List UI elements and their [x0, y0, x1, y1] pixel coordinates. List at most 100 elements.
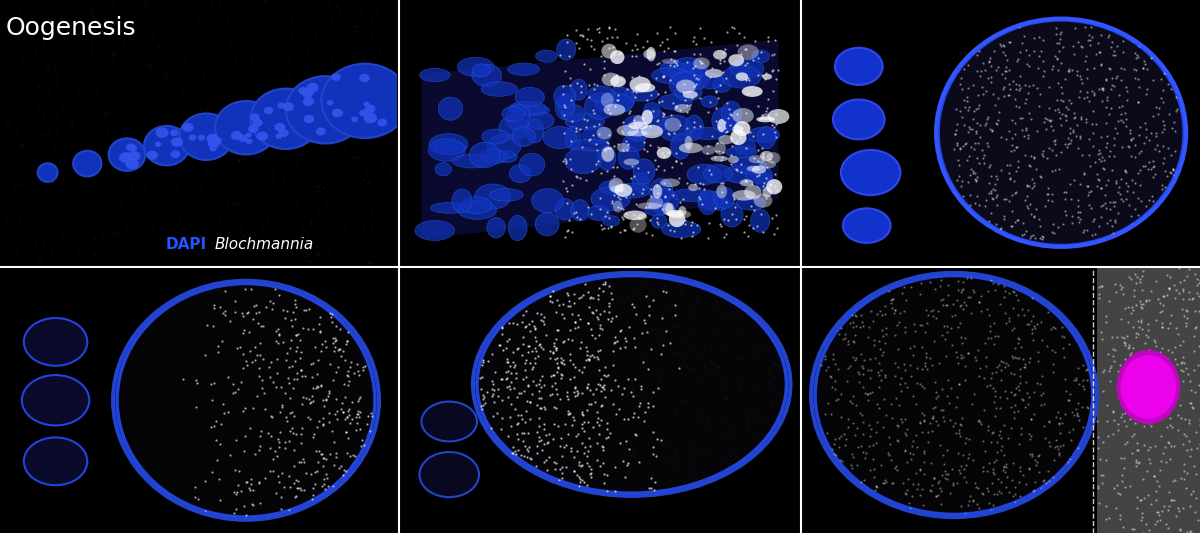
- Point: [616, 450, 635, 459]
- Point: [671, 348, 690, 356]
- Point: [1126, 411, 1145, 420]
- Point: [268, 354, 287, 363]
- Point: [667, 156, 686, 165]
- Point: [324, 482, 343, 490]
- Point: [732, 168, 751, 176]
- Point: [694, 377, 713, 385]
- Point: [574, 410, 593, 419]
- Point: [960, 171, 979, 179]
- Point: [318, 197, 337, 205]
- Point: [270, 442, 289, 451]
- Point: [588, 347, 607, 356]
- Point: [592, 169, 611, 177]
- Point: [968, 91, 988, 99]
- Point: [710, 465, 730, 474]
- Point: [755, 75, 774, 83]
- Ellipse shape: [595, 93, 634, 114]
- Point: [876, 478, 895, 487]
- Point: [949, 466, 968, 474]
- Point: [214, 399, 233, 408]
- Point: [595, 280, 614, 289]
- Point: [504, 443, 523, 451]
- Point: [678, 456, 697, 464]
- Point: [1153, 116, 1172, 125]
- Point: [1042, 190, 1061, 198]
- Point: [1171, 366, 1190, 374]
- Point: [1170, 401, 1189, 409]
- Point: [1102, 74, 1121, 83]
- Point: [1091, 455, 1110, 463]
- Point: [672, 289, 691, 298]
- Point: [114, 37, 133, 46]
- Point: [34, 39, 53, 48]
- Point: [829, 330, 848, 338]
- Point: [32, 145, 52, 154]
- Point: [1150, 382, 1169, 390]
- Point: [740, 416, 760, 425]
- Ellipse shape: [746, 166, 761, 172]
- Point: [62, 120, 82, 128]
- Point: [1015, 81, 1034, 90]
- Point: [328, 363, 347, 372]
- Point: [310, 187, 329, 195]
- Point: [594, 446, 613, 454]
- Point: [823, 354, 842, 363]
- Ellipse shape: [762, 113, 770, 120]
- Point: [326, 449, 346, 457]
- Point: [955, 362, 974, 370]
- Point: [997, 483, 1016, 491]
- Ellipse shape: [239, 135, 248, 142]
- Point: [683, 63, 702, 72]
- Point: [582, 330, 601, 339]
- Point: [1036, 434, 1055, 442]
- Point: [624, 288, 643, 296]
- Point: [320, 309, 340, 318]
- Point: [1164, 384, 1183, 392]
- Ellipse shape: [299, 87, 308, 95]
- Ellipse shape: [556, 94, 575, 120]
- Ellipse shape: [322, 64, 409, 138]
- Point: [634, 468, 653, 477]
- Point: [590, 450, 610, 458]
- Point: [608, 91, 628, 99]
- Point: [953, 451, 972, 459]
- Point: [560, 356, 580, 365]
- Point: [1116, 354, 1135, 363]
- Point: [896, 430, 916, 439]
- Point: [1052, 332, 1072, 341]
- Ellipse shape: [644, 203, 667, 216]
- Point: [1056, 207, 1075, 215]
- Ellipse shape: [742, 86, 763, 97]
- Point: [337, 448, 356, 457]
- Point: [629, 413, 648, 421]
- Point: [692, 314, 712, 323]
- Point: [952, 286, 971, 294]
- Ellipse shape: [520, 154, 545, 176]
- Ellipse shape: [118, 284, 374, 517]
- Point: [625, 286, 644, 294]
- Point: [666, 103, 685, 111]
- Point: [582, 351, 601, 360]
- Point: [982, 505, 1001, 514]
- Point: [912, 279, 931, 287]
- Point: [710, 458, 730, 467]
- Point: [598, 315, 617, 324]
- Point: [716, 294, 736, 303]
- Point: [224, 199, 244, 207]
- Point: [1044, 360, 1063, 368]
- Point: [623, 360, 642, 369]
- Point: [724, 421, 743, 429]
- Point: [980, 73, 1000, 82]
- Point: [325, 337, 344, 345]
- Point: [1157, 290, 1176, 299]
- Point: [1150, 516, 1169, 524]
- Point: [308, 248, 328, 257]
- Point: [910, 419, 929, 427]
- Point: [972, 489, 991, 497]
- Point: [1154, 292, 1174, 301]
- Point: [1136, 125, 1156, 134]
- Point: [229, 157, 248, 165]
- Point: [977, 361, 996, 370]
- Point: [942, 324, 961, 332]
- Point: [1129, 42, 1148, 50]
